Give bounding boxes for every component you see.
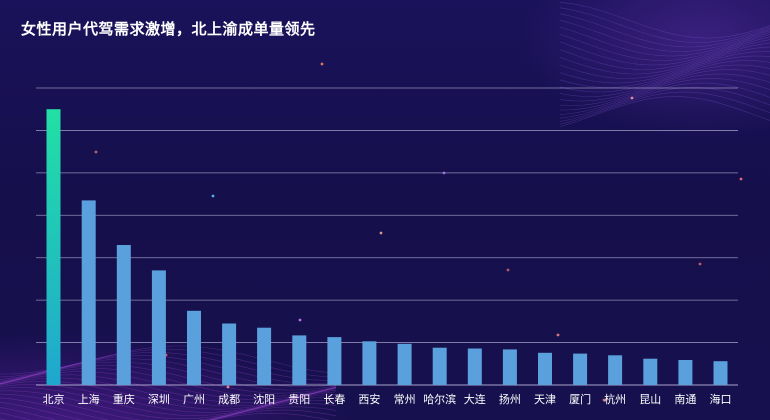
x-tick-label: 常州	[394, 393, 416, 406]
x-tick-label: 昆山	[639, 393, 661, 406]
bar-常州[interactable]	[397, 343, 412, 385]
x-tick-label: 贵阳	[288, 393, 310, 406]
bar-杭州[interactable]	[608, 355, 623, 385]
bar-南通[interactable]	[678, 360, 693, 385]
x-tick-label: 成都	[218, 393, 240, 406]
x-tick-label: 杭州	[604, 392, 626, 406]
x-tick-label: 重庆	[113, 392, 135, 406]
x-tick-label: 广州	[183, 393, 205, 406]
x-tick-label: 沈阳	[253, 392, 275, 406]
bar-广州[interactable]	[187, 310, 201, 386]
x-tick-label: 深圳	[148, 393, 170, 406]
bar-成都[interactable]	[222, 323, 237, 386]
bar-哈尔滨[interactable]	[432, 347, 447, 385]
x-tick-label: 哈尔滨	[423, 392, 456, 406]
x-tick-label: 海口	[710, 392, 732, 406]
bar-厦门[interactable]	[573, 353, 588, 385]
bar-深圳[interactable]	[151, 270, 166, 385]
x-tick-label: 厦门	[569, 392, 591, 406]
x-tick-label: 长春	[323, 393, 345, 406]
bar-海口[interactable]	[713, 361, 728, 385]
bar-大连[interactable]	[467, 348, 482, 386]
x-tick-label: 上海	[78, 392, 100, 406]
x-tick-label: 西安	[358, 392, 380, 406]
chart-title: 女性用户代驾需求激增，北上渝成单量领先	[21, 20, 316, 38]
bar-昆山[interactable]	[643, 358, 658, 385]
x-tick-label: 大连	[464, 392, 486, 406]
x-axis-tick-labels: 北京 上海 重庆 深圳 广州 成都 沈阳 贵阳 长春 西安 常州 哈尔滨 大连 扬州 天津 厦门 杭州 昆山 南通 海…	[43, 392, 732, 406]
bar-扬州[interactable]	[502, 349, 517, 385]
x-tick-label: 扬州	[499, 392, 521, 406]
x-tick-label: 天津	[534, 393, 556, 406]
bar-西安[interactable]	[362, 341, 377, 385]
x-tick-label: 北京	[43, 392, 65, 406]
bar-长春[interactable]	[327, 337, 342, 385]
bar-series	[46, 109, 728, 386]
x-tick-label: 南通	[674, 393, 696, 406]
bar-沈阳[interactable]	[257, 327, 272, 385]
bar-贵阳[interactable]	[292, 335, 307, 385]
bar-重庆[interactable]	[116, 245, 131, 385]
gridlines	[36, 87, 738, 386]
bar-天津[interactable]	[538, 352, 552, 385]
bar-上海[interactable]	[81, 200, 96, 385]
bar-北京[interactable]	[46, 109, 61, 385]
